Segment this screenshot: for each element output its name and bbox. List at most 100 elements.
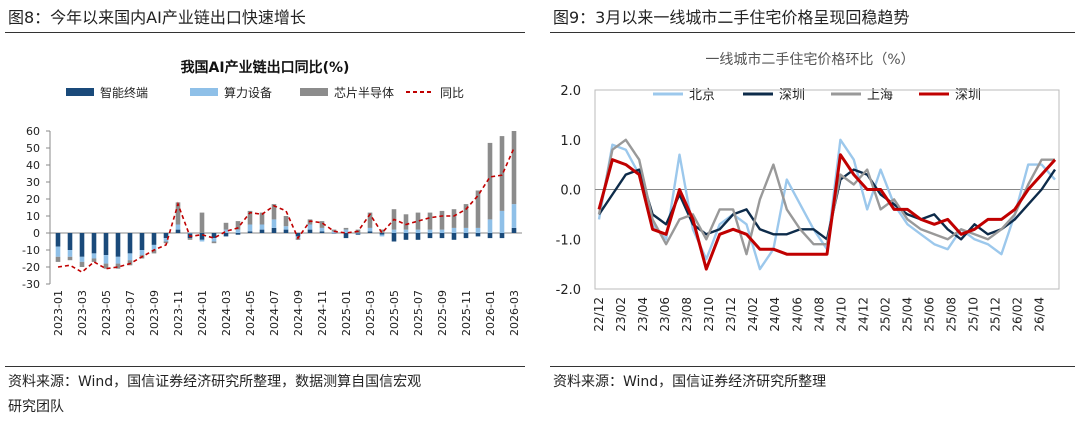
bar-segment xyxy=(379,233,385,235)
legend-label: 智能终端 xyxy=(100,85,148,100)
legend-swatch xyxy=(300,88,328,96)
bar-segment xyxy=(175,224,181,230)
x-tick-label: 22/12 xyxy=(592,297,606,332)
x-tick-label: 2025-05 xyxy=(388,290,401,336)
bar-segment xyxy=(439,210,445,230)
left-title-rule xyxy=(5,32,525,33)
bar-segment xyxy=(463,227,469,233)
bar-segment xyxy=(331,233,337,234)
bar-segment xyxy=(463,204,469,228)
chart-title: 一线城市二手住宅价格环比（%） xyxy=(705,51,914,68)
bar-segment xyxy=(163,238,169,242)
bar-segment xyxy=(115,263,121,269)
x-tick-label: 23/06 xyxy=(658,297,672,332)
x-tick-label: 24/02 xyxy=(746,297,760,332)
y-tick-label: 0.0 xyxy=(560,184,581,199)
x-tick-label: 24/08 xyxy=(812,297,826,332)
bar-segment xyxy=(403,214,409,230)
x-tick-label: 2025-07 xyxy=(412,290,425,336)
legend-label: 算力设备 xyxy=(224,85,272,100)
x-tick-label: 25/12 xyxy=(989,297,1003,332)
x-tick-label: 25/08 xyxy=(944,297,958,332)
right-source-note: 资料来源：Wind，国信证券经济研究所整理 xyxy=(553,374,827,390)
bar-segment xyxy=(151,250,157,254)
left-figure-title: 图8：今年以来国内AI产业链出口快速增长 xyxy=(8,8,306,27)
bar-segment xyxy=(163,233,169,239)
bar-segment xyxy=(367,231,373,233)
bar-segment xyxy=(463,233,469,239)
bar-segment xyxy=(115,256,121,264)
x-tick-label: 25/10 xyxy=(966,297,980,332)
bar-segment xyxy=(487,142,493,220)
bar-segment xyxy=(151,244,157,250)
left-source-note: 资料来源：Wind，国信证券经济研究所整理，数据测算自国信宏观 研究团队 xyxy=(8,370,421,420)
x-tick-label: 25/06 xyxy=(922,297,936,332)
bar-segment xyxy=(499,210,505,233)
bar-segment xyxy=(259,224,265,230)
x-tick-label: 2024-07 xyxy=(268,290,281,336)
bar-segment xyxy=(475,233,481,237)
bar-segment xyxy=(103,263,109,269)
bar-segment xyxy=(259,229,265,233)
bar-segment xyxy=(67,250,73,257)
x-tick-label: 2025-01 xyxy=(340,290,353,336)
bar-segment xyxy=(451,233,457,240)
left-source-line1: 资料来源：Wind，国信证券经济研究所整理，数据测算自国信宏观 xyxy=(8,374,422,390)
bar-segment xyxy=(235,229,241,233)
bar-segment xyxy=(91,253,97,259)
bar-segment xyxy=(139,233,145,250)
x-tick-label: 24/10 xyxy=(834,297,848,332)
x-tick-label: 24/12 xyxy=(856,297,870,332)
bar-segment xyxy=(379,234,385,237)
x-tick-label: 25/02 xyxy=(878,297,892,332)
bar-segment xyxy=(499,233,505,239)
y-tick-label: 1.0 xyxy=(560,134,581,149)
bar-segment xyxy=(271,227,277,233)
x-tick-label: 2023-03 xyxy=(76,290,89,336)
bar-segment xyxy=(175,202,181,225)
bar-segment xyxy=(139,250,145,256)
yoy-line xyxy=(57,147,515,274)
x-tick-label: 24/04 xyxy=(768,297,782,332)
left-source-rule xyxy=(5,366,525,367)
y-tick-label: 30 xyxy=(26,176,40,189)
legend-label: 北京 xyxy=(689,88,715,103)
bar-segment xyxy=(271,219,277,228)
x-tick-label: 2023-05 xyxy=(100,290,113,336)
y-tick-label: 2.0 xyxy=(560,84,581,99)
y-tick-label: -30 xyxy=(22,278,40,291)
x-tick-label: 23/10 xyxy=(702,297,716,332)
x-tick-label: 26/04 xyxy=(1033,297,1047,332)
bar-segment xyxy=(283,229,289,233)
bar-segment xyxy=(247,210,253,225)
bar-segment xyxy=(163,241,169,244)
bar-segment xyxy=(355,233,361,235)
left-figure-panel: 图8：今年以来国内AI产业链出口快速增长 我国AI产业链出口同比(%) 智能终端 算… xyxy=(0,0,530,427)
bar-segment xyxy=(211,233,217,239)
bar-segment xyxy=(187,238,193,240)
bar-segment xyxy=(151,233,157,245)
bar-segment xyxy=(175,229,181,233)
bar-segment xyxy=(247,231,253,233)
bar-segment xyxy=(67,256,73,261)
right-figure-title: 图9：3月以来一线城市二手住宅价格呈现回稳趋势 xyxy=(553,8,910,27)
x-tick-label: 2024-01 xyxy=(196,290,209,336)
bar-segment xyxy=(211,238,217,242)
housing-price-chart: 一线城市二手住宅价格环比（%） 北京 深圳 上海 深圳 2.0 1.0 0.0 -1.0 -2.0… xyxy=(556,51,1060,332)
y-tick-label: -20 xyxy=(22,261,40,274)
bar-segment xyxy=(187,233,193,234)
bar-segment xyxy=(55,246,61,257)
x-tick-label: 2023-01 xyxy=(52,290,65,336)
x-tick-label: 24/06 xyxy=(790,297,804,332)
bar-segment xyxy=(343,227,349,230)
y-tick-label: -10 xyxy=(22,244,40,257)
x-tick-label: 2026-03 xyxy=(508,290,521,336)
bar-segment xyxy=(379,229,385,233)
bar-segment xyxy=(331,229,337,232)
bar-segment xyxy=(295,233,301,237)
bar-segment xyxy=(511,204,517,228)
x-tick-label: 2024-09 xyxy=(292,290,305,336)
bar-segment xyxy=(427,229,433,233)
bar-segment xyxy=(199,233,205,240)
legend-label: 同比 xyxy=(440,86,464,100)
